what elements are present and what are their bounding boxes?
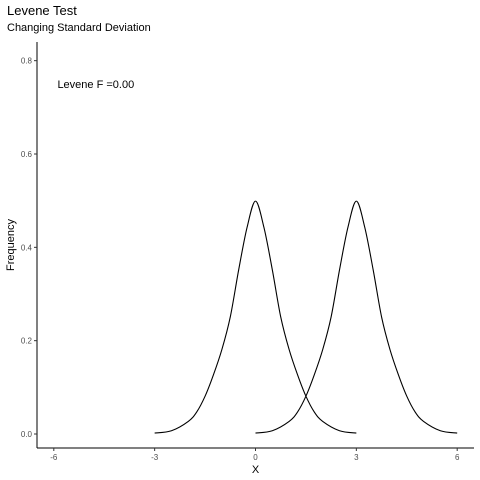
y-ticks: 0.0 0.2 0.4 0.6 0.8 <box>21 57 37 439</box>
series-layer <box>154 200 458 434</box>
x-tick-label: -3 <box>151 453 159 462</box>
y-tick-label: 0.0 <box>21 430 33 439</box>
x-tick-label: 3 <box>354 453 359 462</box>
x-tick-label: -6 <box>50 453 58 462</box>
series-line-1 <box>154 200 357 434</box>
axes <box>36 42 474 449</box>
chart-subtitle: Changing Standard Deviation <box>7 22 151 34</box>
x-tick-label: 0 <box>253 453 258 462</box>
x-axis-title: X <box>252 464 260 476</box>
y-tick-label: 0.8 <box>21 57 33 66</box>
series-line-2 <box>255 200 458 434</box>
y-tick-label: 0.2 <box>21 337 33 346</box>
y-tick-label: 0.6 <box>21 150 33 159</box>
x-ticks: -6 -3 0 3 6 <box>50 448 460 462</box>
annotation-layer: Levene F =0.00 <box>57 79 134 91</box>
x-tick-label: 6 <box>455 453 460 462</box>
y-tick-label: 0.4 <box>21 243 33 252</box>
annotation-label: Levene F =0.00 <box>57 79 134 91</box>
chart-title: Levene Test <box>7 3 77 18</box>
y-axis-title: Frequency <box>5 219 17 271</box>
